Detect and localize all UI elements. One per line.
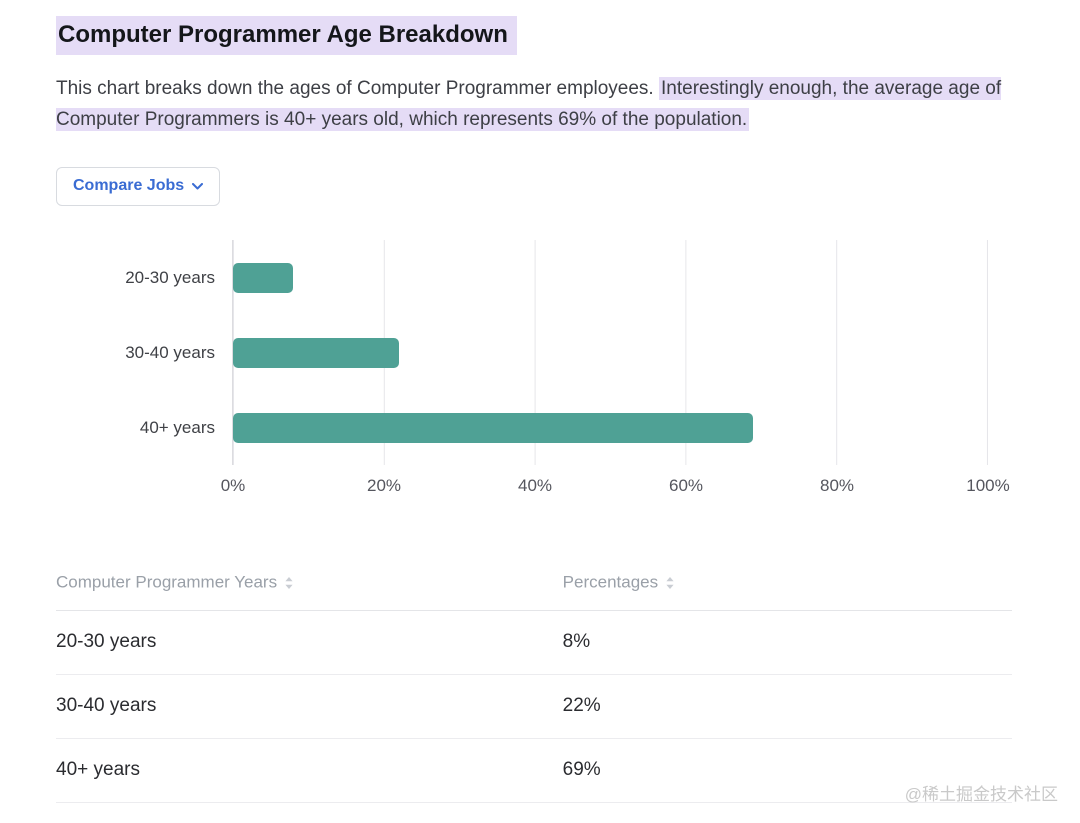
x-axis-tick: 40% <box>517 476 553 496</box>
x-axis: 0% 20% 40% 60% 80% 100% <box>221 476 1010 506</box>
sort-icon <box>666 576 674 589</box>
y-axis-label: 30-40 years <box>125 342 215 362</box>
table-cell: 22% <box>562 674 1012 739</box>
description: This chart breaks down the ages of Compu… <box>56 73 1012 135</box>
chart-plot-area <box>232 240 988 466</box>
data-table: Computer Programmer Years Percentages 20-… <box>56 572 1012 803</box>
table-row: 30-40 years 22% <box>56 674 1012 739</box>
table-body: 20-30 years 8% 30-40 years 22% 40+ years 69% <box>56 610 1012 803</box>
bar-chart: 20-30 years 30-40 years 40+ years 0% 20% 40%… <box>56 240 1010 506</box>
bar-row <box>233 240 987 315</box>
bar <box>233 412 754 443</box>
table-row: 20-30 years 8% <box>56 610 1012 675</box>
table-header-percentages[interactable]: Percentages <box>562 572 1012 611</box>
x-axis-tick: 80% <box>819 476 855 496</box>
description-plain: This chart breaks down the ages of Compu… <box>56 78 659 100</box>
chevron-down-icon <box>192 182 204 190</box>
x-axis-tick: 20% <box>366 476 402 496</box>
table-row: 40+ years 69% <box>56 738 1012 803</box>
table-cell: 40+ years <box>56 738 563 803</box>
bar-row <box>233 315 987 390</box>
table-head: Computer Programmer Years Percentages <box>56 572 1012 611</box>
table-cell: 20-30 years <box>56 610 563 675</box>
page-title: Computer Programmer Age Breakdown <box>56 16 1024 56</box>
table-cell: 30-40 years <box>56 674 563 739</box>
y-axis-label: 20-30 years <box>125 267 215 287</box>
compare-jobs-label: Compare Jobs <box>73 177 185 195</box>
sort-icon <box>285 576 293 589</box>
x-axis-tick: 0% <box>220 476 246 496</box>
table-cell: 8% <box>562 610 1012 675</box>
table-header-label: Computer Programmer Years <box>56 572 278 592</box>
page-title-text: Computer Programmer Age Breakdown <box>56 16 517 56</box>
table-header-row: Computer Programmer Years Percentages <box>56 572 1012 611</box>
x-axis-tick: 100% <box>966 476 1010 496</box>
bar-row <box>233 390 987 465</box>
table-cell: 69% <box>562 738 1012 803</box>
table-header-label: Percentages <box>562 572 659 592</box>
table-header-computer-programmer-years[interactable]: Computer Programmer Years <box>56 572 563 611</box>
y-axis-label: 40+ years <box>139 417 215 437</box>
bar <box>233 337 399 368</box>
compare-jobs-button[interactable]: Compare Jobs <box>56 167 221 207</box>
bar <box>233 262 294 293</box>
y-axis-labels: 20-30 years 30-40 years 40+ years <box>56 240 233 465</box>
x-axis-tick: 60% <box>668 476 704 496</box>
